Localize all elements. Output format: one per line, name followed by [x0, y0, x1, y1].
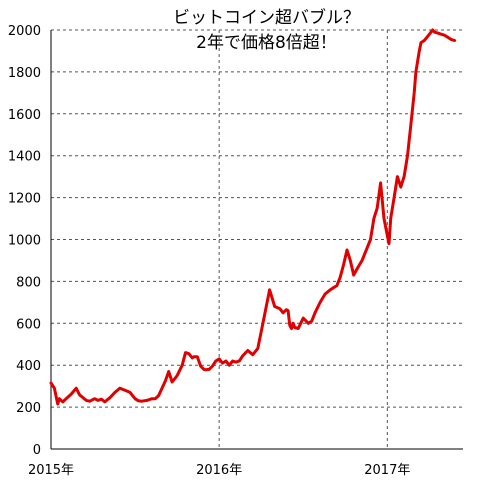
chart-subtitle: 2年で価格8倍超！ [196, 33, 337, 53]
y-tick-label: 200 [16, 401, 41, 416]
x-tick-label: 2015年 [28, 463, 74, 478]
y-tick-label: 600 [16, 317, 41, 332]
y-tick-label: 1200 [8, 192, 41, 207]
y-tick-label: 800 [16, 275, 41, 290]
y-tick-label: 1000 [8, 234, 41, 249]
x-tick-label: 2017年 [364, 463, 410, 478]
y-tick-label: 400 [16, 359, 41, 374]
y-tick-label: 1800 [8, 66, 41, 81]
y-tick-label: 0 [33, 443, 41, 458]
y-tick-label: 1400 [8, 150, 41, 165]
price-line [49, 28, 457, 406]
axes [50, 30, 463, 450]
x-tick-label: 2016年 [196, 463, 242, 478]
y-tick-label: 1600 [8, 108, 41, 123]
grid-lines [51, 29, 463, 449]
chart-title: ビットコイン超バブル？ [173, 8, 360, 28]
series-group [49, 28, 457, 406]
y-axis-ticks: 0 200 400 600 800 1000 1200 1400 1600 1800 2000 [8, 24, 41, 458]
x-axis-ticks: 2015年 2016年 2017年 [28, 463, 410, 478]
y-tick-label: 2000 [8, 24, 41, 39]
